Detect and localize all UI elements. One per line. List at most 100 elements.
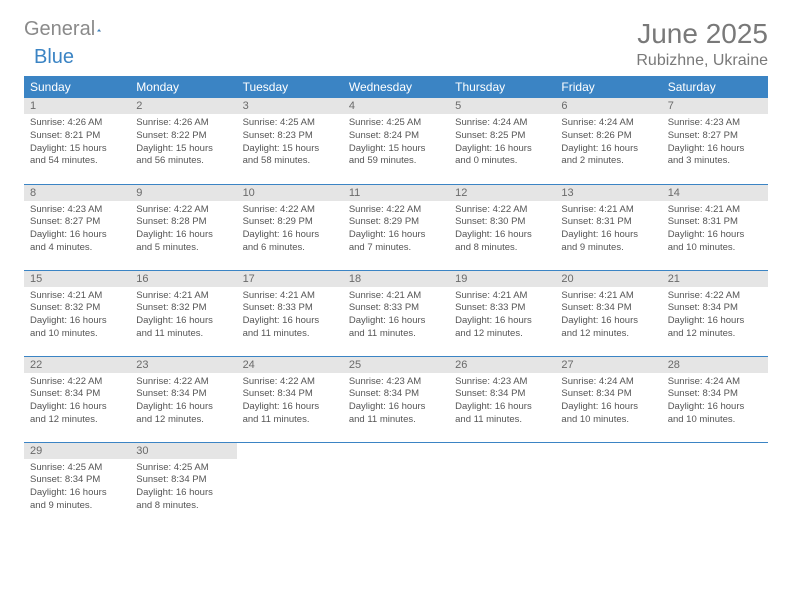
weekday-header: Saturday [662,76,768,98]
sunset-line: Sunset: 8:34 PM [561,388,655,401]
day-number: 4 [343,98,449,114]
sunrise-line: Sunrise: 4:22 AM [455,204,549,217]
sunrise-line: Sunrise: 4:22 AM [243,204,337,217]
sunrise-line: Sunrise: 4:25 AM [243,117,337,130]
sunset-line: Sunset: 8:34 PM [136,474,230,487]
day-number: 29 [24,443,130,459]
sunset-line: Sunset: 8:33 PM [455,302,549,315]
sunset-line: Sunset: 8:22 PM [136,130,230,143]
day-details: Sunrise: 4:22 AMSunset: 8:29 PMDaylight:… [343,201,449,259]
sunrise-line: Sunrise: 4:23 AM [668,117,762,130]
calendar-cell: 22Sunrise: 4:22 AMSunset: 8:34 PMDayligh… [24,356,130,442]
calendar-row: 29Sunrise: 4:25 AMSunset: 8:34 PMDayligh… [24,442,768,528]
sunrise-line: Sunrise: 4:22 AM [243,376,337,389]
sunset-line: Sunset: 8:25 PM [455,130,549,143]
sunrise-line: Sunrise: 4:23 AM [30,204,124,217]
day-details: Sunrise: 4:22 AMSunset: 8:34 PMDaylight:… [662,287,768,345]
sunrise-line: Sunrise: 4:22 AM [136,204,230,217]
calendar-cell: . [662,442,768,528]
daylight-line: Daylight: 15 hours and 58 minutes. [243,143,337,169]
brand-logo: General [24,18,121,41]
day-number: 12 [449,185,555,201]
sunrise-line: Sunrise: 4:24 AM [455,117,549,130]
daylight-line: Daylight: 16 hours and 3 minutes. [668,143,762,169]
weekday-header: Tuesday [237,76,343,98]
calendar-cell: . [343,442,449,528]
sunset-line: Sunset: 8:27 PM [668,130,762,143]
day-number: 24 [237,357,343,373]
sunset-line: Sunset: 8:34 PM [455,388,549,401]
day-details: Sunrise: 4:26 AMSunset: 8:22 PMDaylight:… [130,114,236,172]
calendar-cell: 8Sunrise: 4:23 AMSunset: 8:27 PMDaylight… [24,184,130,270]
daylight-line: Daylight: 15 hours and 54 minutes. [30,143,124,169]
weekday-header: Friday [555,76,661,98]
day-details: Sunrise: 4:22 AMSunset: 8:34 PMDaylight:… [130,373,236,431]
daylight-line: Daylight: 16 hours and 7 minutes. [349,229,443,255]
day-number: 14 [662,185,768,201]
sunset-line: Sunset: 8:34 PM [243,388,337,401]
sunset-line: Sunset: 8:26 PM [561,130,655,143]
sunset-line: Sunset: 8:31 PM [668,216,762,229]
day-number: 30 [130,443,236,459]
day-number: 16 [130,271,236,287]
day-number: 26 [449,357,555,373]
calendar-cell: 15Sunrise: 4:21 AMSunset: 8:32 PMDayligh… [24,270,130,356]
day-details: Sunrise: 4:24 AMSunset: 8:26 PMDaylight:… [555,114,661,172]
daylight-line: Daylight: 16 hours and 11 minutes. [455,401,549,427]
sunrise-line: Sunrise: 4:24 AM [561,117,655,130]
calendar-cell: . [555,442,661,528]
sunset-line: Sunset: 8:28 PM [136,216,230,229]
sunrise-line: Sunrise: 4:22 AM [668,290,762,303]
day-details: Sunrise: 4:25 AMSunset: 8:34 PMDaylight:… [130,459,236,517]
day-details: Sunrise: 4:22 AMSunset: 8:30 PMDaylight:… [449,201,555,259]
daylight-line: Daylight: 16 hours and 4 minutes. [30,229,124,255]
day-details: Sunrise: 4:22 AMSunset: 8:29 PMDaylight:… [237,201,343,259]
daylight-line: Daylight: 16 hours and 9 minutes. [561,229,655,255]
daylight-line: Daylight: 16 hours and 11 minutes. [136,315,230,341]
sunset-line: Sunset: 8:30 PM [455,216,549,229]
calendar-cell: 17Sunrise: 4:21 AMSunset: 8:33 PMDayligh… [237,270,343,356]
day-details: Sunrise: 4:22 AMSunset: 8:34 PMDaylight:… [237,373,343,431]
day-details: Sunrise: 4:21 AMSunset: 8:32 PMDaylight:… [24,287,130,345]
sunrise-line: Sunrise: 4:26 AM [136,117,230,130]
sunrise-line: Sunrise: 4:22 AM [30,376,124,389]
sunset-line: Sunset: 8:34 PM [30,474,124,487]
daylight-line: Daylight: 16 hours and 12 minutes. [561,315,655,341]
day-details: Sunrise: 4:23 AMSunset: 8:34 PMDaylight:… [343,373,449,431]
calendar-cell: 26 Sunrise: 4:23 AMSunset: 8:34 PMDayligh… [449,356,555,442]
sunrise-line: Sunrise: 4:21 AM [561,290,655,303]
day-details: Sunrise: 4:21 AMSunset: 8:33 PMDaylight:… [343,287,449,345]
calendar-cell: 29Sunrise: 4:25 AMSunset: 8:34 PMDayligh… [24,442,130,528]
calendar-cell: 11Sunrise: 4:22 AMSunset: 8:29 PMDayligh… [343,184,449,270]
sunset-line: Sunset: 8:33 PM [349,302,443,315]
day-number: 10 [237,185,343,201]
calendar-cell: 23Sunrise: 4:22 AMSunset: 8:34 PMDayligh… [130,356,236,442]
sunrise-line: Sunrise: 4:21 AM [136,290,230,303]
sunset-line: Sunset: 8:31 PM [561,216,655,229]
sunrise-line: Sunrise: 4:21 AM [243,290,337,303]
day-number: 8 [24,185,130,201]
day-number: 15 [24,271,130,287]
calendar-cell: 5Sunrise: 4:24 AMSunset: 8:25 PMDaylight… [449,98,555,184]
day-number: 28 [662,357,768,373]
calendar-cell: 13 Sunrise: 4:21 AMSunset: 8:31 PMDayligh… [555,184,661,270]
calendar-cell: 19Sunrise: 4:21 AMSunset: 8:33 PMDayligh… [449,270,555,356]
day-number: 9 [130,185,236,201]
page-header: General June 2025 Rubizhne, Ukraine [24,18,768,70]
sunset-line: Sunset: 8:32 PM [30,302,124,315]
daylight-line: Daylight: 16 hours and 10 minutes. [668,229,762,255]
sunrise-line: Sunrise: 4:23 AM [349,376,443,389]
sunrise-line: Sunrise: 4:21 AM [561,204,655,217]
day-details: Sunrise: 4:24 AMSunset: 8:34 PMDaylight:… [555,373,661,431]
daylight-line: Daylight: 16 hours and 12 minutes. [668,315,762,341]
day-number: 25 [343,357,449,373]
daylight-line: Daylight: 16 hours and 12 minutes. [455,315,549,341]
sunrise-line: Sunrise: 4:23 AM [455,376,549,389]
calendar-cell: 3Sunrise: 4:25 AMSunset: 8:23 PMDaylight… [237,98,343,184]
day-number: 17 [237,271,343,287]
calendar-cell: 16 Sunrise: 4:21 AMSunset: 8:32 PMDayligh… [130,270,236,356]
day-number: 13 [555,185,661,201]
daylight-line: Daylight: 16 hours and 5 minutes. [136,229,230,255]
sunset-line: Sunset: 8:32 PM [136,302,230,315]
daylight-line: Daylight: 16 hours and 12 minutes. [30,401,124,427]
